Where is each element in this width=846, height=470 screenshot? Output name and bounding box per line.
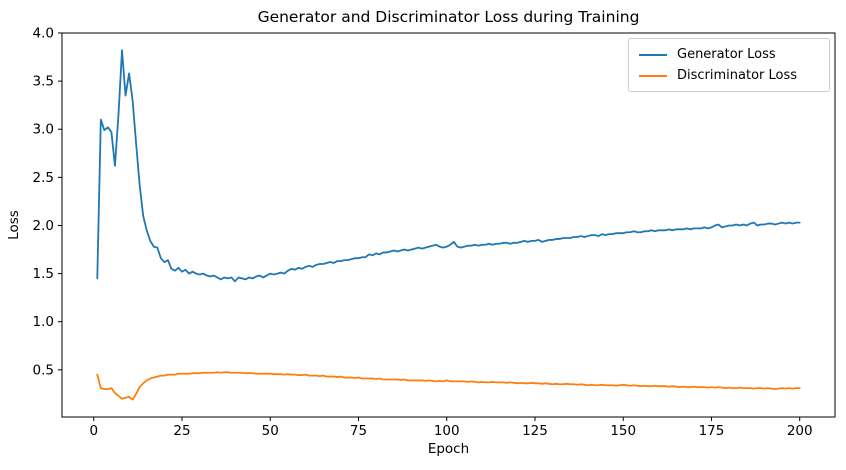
- y-tick-label: 0.5: [33, 362, 54, 378]
- x-tick-label: 0: [89, 423, 98, 439]
- x-tick-label: 100: [434, 423, 460, 439]
- legend-label-discriminator-loss: Discriminator Loss: [677, 68, 798, 83]
- x-tick-label: 125: [522, 423, 548, 439]
- y-tick-label: 3.0: [33, 122, 54, 138]
- legend-item-generator-loss: Generator Loss: [639, 44, 819, 65]
- legend: Generator Loss Discriminator Loss: [628, 38, 830, 92]
- y-tick-label: 2.0: [33, 218, 54, 234]
- x-tick-label: 150: [610, 423, 636, 439]
- discriminator-loss-line: [96, 371, 801, 401]
- y-tick-label: 1.0: [33, 314, 54, 330]
- x-tick-label: 25: [173, 423, 190, 439]
- x-tick-label: 175: [699, 423, 725, 439]
- x-tick-label: 50: [262, 423, 279, 439]
- y-tick-label: 4.0: [33, 26, 54, 42]
- legend-item-discriminator-loss: Discriminator Loss: [639, 65, 819, 86]
- legend-label-generator-loss: Generator Loss: [677, 47, 776, 62]
- x-tick-label: 200: [787, 423, 813, 439]
- y-tick-label: 3.5: [33, 74, 54, 90]
- generator-loss-line: [96, 49, 801, 283]
- x-tick-label: 75: [350, 423, 367, 439]
- generator-loss-line-swatch: [639, 53, 667, 56]
- x-axis-label: Epoch: [427, 441, 470, 457]
- y-axis-label: Loss: [6, 210, 22, 240]
- discriminator-loss-line-swatch: [639, 74, 667, 77]
- chart-title: Generator and Discriminator Loss during …: [257, 8, 640, 26]
- y-tick-label: 1.5: [33, 266, 54, 282]
- y-tick-label: 2.5: [33, 170, 54, 186]
